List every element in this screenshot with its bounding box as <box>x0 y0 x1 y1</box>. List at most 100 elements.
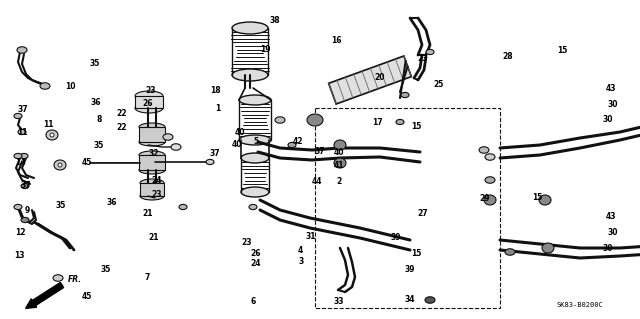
Text: 32: 32 <box>148 149 159 158</box>
Text: 33: 33 <box>334 297 344 306</box>
Text: 6: 6 <box>250 297 255 306</box>
Ellipse shape <box>488 155 492 159</box>
Text: 24: 24 <box>152 176 162 185</box>
Text: 7: 7 <box>145 273 150 282</box>
Text: 3: 3 <box>298 257 303 266</box>
Text: 8: 8 <box>97 115 102 124</box>
Text: 35: 35 <box>90 59 100 68</box>
Ellipse shape <box>139 123 165 131</box>
Ellipse shape <box>14 204 22 210</box>
Ellipse shape <box>275 117 285 123</box>
Text: 2: 2 <box>337 177 342 186</box>
Ellipse shape <box>140 192 164 200</box>
Text: 36: 36 <box>107 198 117 207</box>
Ellipse shape <box>139 138 165 146</box>
Ellipse shape <box>334 140 346 150</box>
Text: 21: 21 <box>142 209 152 218</box>
Bar <box>140 183 164 196</box>
Text: 39: 39 <box>390 233 401 242</box>
Text: 9: 9 <box>24 206 29 215</box>
Ellipse shape <box>232 22 268 34</box>
Text: 15: 15 <box>532 193 543 202</box>
Text: 13: 13 <box>14 251 24 260</box>
FancyArrow shape <box>26 283 63 308</box>
Text: 35: 35 <box>94 141 104 150</box>
Ellipse shape <box>21 218 29 223</box>
Text: 19: 19 <box>260 45 271 54</box>
Text: FR.: FR. <box>68 276 82 285</box>
Ellipse shape <box>140 179 164 187</box>
Text: 25: 25 <box>433 80 444 89</box>
Text: 23: 23 <box>145 86 156 95</box>
Text: 29: 29 <box>480 194 490 203</box>
Text: 35: 35 <box>56 201 66 210</box>
Text: 18: 18 <box>211 86 221 95</box>
Text: 10: 10 <box>65 82 76 91</box>
Ellipse shape <box>401 93 409 98</box>
Text: 28: 28 <box>502 52 513 61</box>
Ellipse shape <box>239 135 271 145</box>
Text: 42: 42 <box>292 137 303 146</box>
Ellipse shape <box>174 145 178 149</box>
Ellipse shape <box>505 249 515 255</box>
Ellipse shape <box>428 298 432 302</box>
Ellipse shape <box>163 134 173 140</box>
Ellipse shape <box>179 204 187 210</box>
Ellipse shape <box>334 158 346 168</box>
Ellipse shape <box>479 147 489 153</box>
Ellipse shape <box>307 114 323 126</box>
Ellipse shape <box>425 297 435 303</box>
Text: 4: 4 <box>298 246 303 255</box>
Ellipse shape <box>54 160 66 170</box>
Ellipse shape <box>241 153 269 163</box>
Ellipse shape <box>542 243 554 253</box>
Text: 40: 40 <box>334 148 344 157</box>
Text: SK83-B0200C: SK83-B0200C <box>557 302 604 308</box>
Text: 26: 26 <box>142 99 152 108</box>
Ellipse shape <box>241 187 269 197</box>
Text: 20: 20 <box>374 73 385 82</box>
Text: 24: 24 <box>251 259 261 268</box>
Ellipse shape <box>485 177 495 183</box>
Text: 30: 30 <box>603 244 613 253</box>
Ellipse shape <box>539 195 551 205</box>
Text: 41: 41 <box>334 161 344 170</box>
Text: 12: 12 <box>15 228 26 237</box>
Text: 45: 45 <box>81 292 92 301</box>
Text: 37: 37 <box>315 147 325 156</box>
Text: 15: 15 <box>411 249 421 258</box>
Text: 27: 27 <box>417 209 428 218</box>
Ellipse shape <box>46 130 58 140</box>
Text: 11: 11 <box>17 128 28 137</box>
Text: 34: 34 <box>404 295 415 304</box>
Text: 30: 30 <box>607 228 618 237</box>
Text: 37: 37 <box>18 105 28 114</box>
Text: 39: 39 <box>404 265 415 274</box>
Text: 16: 16 <box>331 36 341 45</box>
Ellipse shape <box>485 154 495 160</box>
Ellipse shape <box>239 95 271 105</box>
Bar <box>135 96 163 108</box>
Text: 22: 22 <box>116 109 127 118</box>
Text: 23: 23 <box>417 54 428 63</box>
Ellipse shape <box>171 144 181 150</box>
Text: 1: 1 <box>215 104 220 113</box>
Text: 37: 37 <box>209 149 220 158</box>
Polygon shape <box>329 56 412 104</box>
Ellipse shape <box>40 83 50 89</box>
Ellipse shape <box>58 163 62 167</box>
Text: 22: 22 <box>116 123 127 132</box>
Ellipse shape <box>18 130 26 135</box>
Ellipse shape <box>21 183 29 189</box>
Ellipse shape <box>20 153 28 159</box>
Text: 31: 31 <box>305 232 316 241</box>
Ellipse shape <box>53 275 63 281</box>
Bar <box>315 108 500 308</box>
Text: 36: 36 <box>91 98 101 107</box>
Ellipse shape <box>232 69 268 81</box>
Text: 30: 30 <box>603 115 613 124</box>
Text: 26: 26 <box>251 249 261 258</box>
Ellipse shape <box>396 119 404 125</box>
Text: 44: 44 <box>312 177 322 186</box>
Ellipse shape <box>426 49 434 55</box>
